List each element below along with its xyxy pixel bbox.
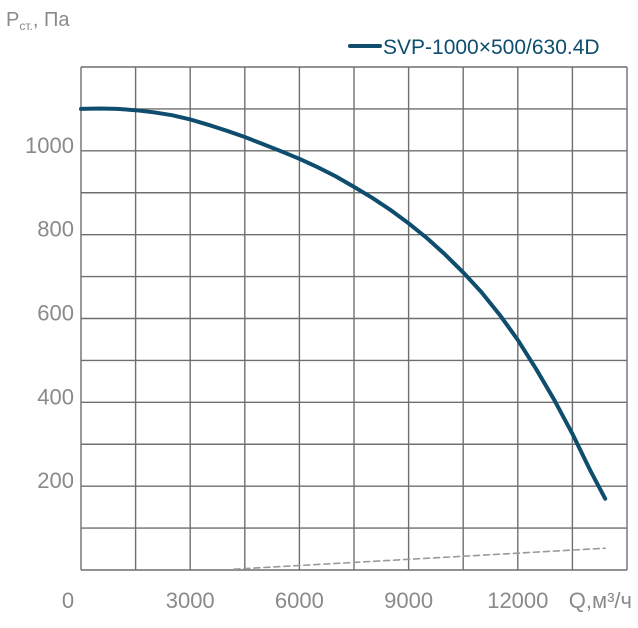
- x-tick-label: 6000: [275, 588, 324, 613]
- y-tick-label: 400: [37, 384, 74, 409]
- x-axis-label: Q,м³/ч: [569, 588, 632, 613]
- x-tick-label: 12000: [487, 588, 548, 613]
- series-layer: [79, 106, 608, 570]
- grid: [80, 66, 628, 571]
- x-tick-label: 0: [62, 588, 74, 613]
- y-tick-label: 600: [37, 301, 74, 326]
- y-tick-label: 800: [37, 217, 74, 242]
- x-tick-label: 9000: [384, 588, 433, 613]
- x-tick-labels: 0 3000 6000 9000 12000: [62, 588, 549, 613]
- legend-label: SVP-1000×500/630.4D: [383, 36, 600, 59]
- y-tick-label: 200: [37, 468, 74, 493]
- y-tick-label: 1000: [25, 133, 74, 158]
- y-tick-labels: 200 400 600 800 1000: [25, 133, 74, 493]
- x-tick-label: 3000: [166, 588, 215, 613]
- series-line-0: [79, 106, 608, 501]
- y-axis-label-rest: , Па: [33, 9, 70, 31]
- y-axis-label-sub: ст.: [19, 19, 33, 33]
- y-axis-label-main: P: [6, 9, 19, 31]
- series-line-1: [233, 547, 606, 570]
- y-axis-label: Pст., Па: [6, 9, 70, 33]
